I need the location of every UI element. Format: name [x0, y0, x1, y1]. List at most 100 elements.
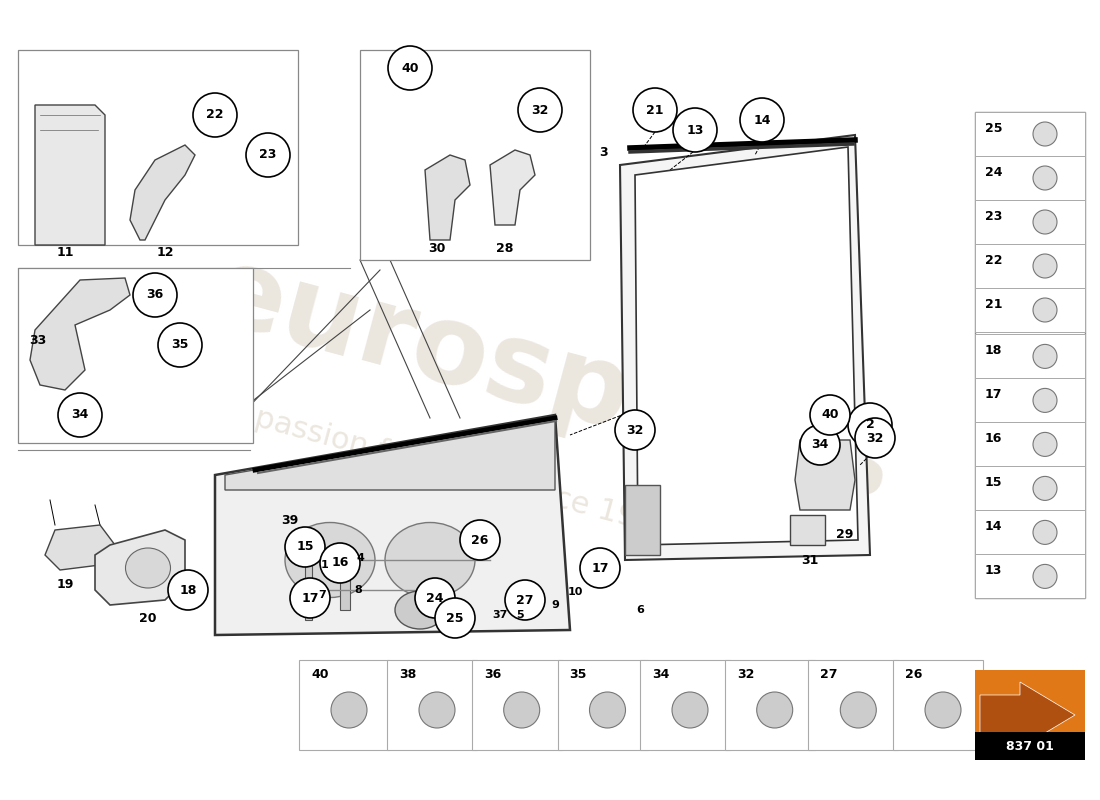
- Text: 30: 30: [428, 242, 446, 254]
- Text: 40: 40: [311, 668, 329, 681]
- Text: 1: 1: [321, 560, 329, 570]
- FancyBboxPatch shape: [975, 670, 1085, 760]
- Text: 18: 18: [984, 344, 1002, 358]
- Polygon shape: [130, 145, 195, 240]
- Text: 22: 22: [207, 109, 223, 122]
- FancyBboxPatch shape: [18, 50, 298, 245]
- Polygon shape: [226, 418, 556, 490]
- Text: 31: 31: [801, 554, 818, 566]
- FancyBboxPatch shape: [725, 660, 815, 750]
- Circle shape: [1033, 210, 1057, 234]
- Polygon shape: [305, 555, 312, 620]
- Circle shape: [673, 108, 717, 152]
- Text: 837 01: 837 01: [1006, 739, 1054, 753]
- Text: 26: 26: [905, 668, 923, 681]
- Circle shape: [192, 93, 236, 137]
- Text: 32: 32: [867, 431, 883, 445]
- Text: 24: 24: [984, 166, 1002, 179]
- Text: 17: 17: [301, 591, 319, 605]
- Text: eurospares: eurospares: [197, 238, 903, 522]
- Circle shape: [168, 570, 208, 610]
- FancyBboxPatch shape: [975, 156, 1085, 200]
- Circle shape: [757, 692, 793, 728]
- FancyBboxPatch shape: [975, 244, 1085, 288]
- FancyBboxPatch shape: [975, 466, 1085, 510]
- Text: 21: 21: [647, 103, 663, 117]
- Circle shape: [133, 273, 177, 317]
- Polygon shape: [45, 525, 116, 570]
- Circle shape: [1033, 476, 1057, 501]
- Polygon shape: [490, 150, 535, 225]
- Text: 29: 29: [836, 529, 854, 542]
- Circle shape: [58, 393, 102, 437]
- Polygon shape: [425, 155, 470, 240]
- Text: 4: 4: [356, 553, 364, 563]
- Text: 13: 13: [984, 565, 1002, 578]
- FancyBboxPatch shape: [975, 334, 1085, 378]
- Polygon shape: [30, 278, 130, 390]
- Circle shape: [388, 46, 432, 90]
- Circle shape: [1033, 298, 1057, 322]
- Circle shape: [285, 527, 324, 567]
- Text: 38: 38: [399, 668, 416, 681]
- FancyBboxPatch shape: [808, 660, 899, 750]
- Text: 34: 34: [812, 438, 828, 451]
- Text: 23: 23: [984, 210, 1002, 223]
- Circle shape: [331, 692, 367, 728]
- FancyBboxPatch shape: [640, 660, 730, 750]
- Text: 23: 23: [260, 149, 277, 162]
- Circle shape: [1033, 388, 1057, 413]
- Text: 16: 16: [984, 432, 1002, 446]
- Text: 18: 18: [179, 583, 197, 597]
- Circle shape: [848, 403, 892, 447]
- Text: 27: 27: [516, 594, 534, 606]
- Text: 26: 26: [471, 534, 488, 546]
- Circle shape: [1033, 254, 1057, 278]
- Text: 19: 19: [56, 578, 74, 591]
- Polygon shape: [340, 555, 350, 610]
- Circle shape: [504, 692, 540, 728]
- FancyBboxPatch shape: [387, 660, 477, 750]
- Polygon shape: [635, 147, 858, 545]
- FancyBboxPatch shape: [975, 554, 1085, 598]
- FancyBboxPatch shape: [975, 510, 1085, 554]
- FancyBboxPatch shape: [472, 660, 562, 750]
- Text: 36: 36: [484, 668, 500, 681]
- Text: 6: 6: [636, 605, 644, 615]
- Circle shape: [925, 692, 961, 728]
- Ellipse shape: [125, 548, 170, 588]
- Text: 25: 25: [984, 122, 1002, 135]
- FancyBboxPatch shape: [558, 660, 648, 750]
- Text: 24: 24: [427, 591, 443, 605]
- Text: 14: 14: [984, 521, 1002, 534]
- Circle shape: [632, 88, 676, 132]
- Text: 3: 3: [598, 146, 607, 158]
- Text: 17: 17: [984, 388, 1002, 402]
- Circle shape: [1033, 565, 1057, 589]
- Circle shape: [580, 548, 620, 588]
- FancyBboxPatch shape: [893, 660, 983, 750]
- Circle shape: [505, 580, 544, 620]
- Text: 11: 11: [56, 246, 74, 258]
- Text: 27: 27: [821, 668, 838, 681]
- Text: 37: 37: [493, 610, 508, 620]
- Circle shape: [855, 418, 895, 458]
- Text: 28: 28: [496, 242, 514, 254]
- Text: 15: 15: [984, 476, 1002, 490]
- Polygon shape: [980, 682, 1075, 748]
- Text: 17: 17: [592, 562, 608, 574]
- Text: 40: 40: [822, 409, 838, 422]
- Text: 10: 10: [568, 587, 583, 597]
- Circle shape: [740, 98, 784, 142]
- FancyBboxPatch shape: [975, 288, 1085, 332]
- Text: 21: 21: [984, 298, 1002, 311]
- Text: 25: 25: [447, 611, 464, 625]
- Text: 35: 35: [172, 338, 189, 351]
- Circle shape: [246, 133, 290, 177]
- Text: 8: 8: [354, 585, 362, 595]
- Polygon shape: [620, 135, 870, 560]
- Text: 40: 40: [402, 62, 419, 74]
- FancyBboxPatch shape: [299, 660, 389, 750]
- Ellipse shape: [285, 522, 375, 598]
- Text: 32: 32: [531, 103, 549, 117]
